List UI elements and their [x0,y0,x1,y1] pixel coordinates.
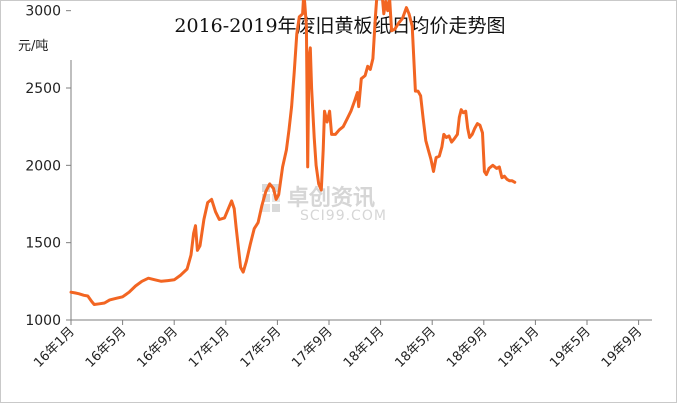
y-tick-label: 2500 [25,81,61,97]
x-tick-label: 16年9月 [134,324,181,371]
x-tick-label: 17年5月 [238,324,285,371]
x-tick-label: 18年5月 [392,324,439,371]
x-tick-label: 18年9月 [444,324,491,371]
y-axis-ticks: 1000 1500 2000 2500 3000 [25,4,71,329]
x-tick-label: 19年1月 [496,324,543,371]
x-tick-label: 16年5月 [83,324,130,371]
x-tick-label: 17年1月 [186,324,233,371]
x-tick-label: 19年9月 [599,324,646,371]
chart-title: 2016-2019年废旧黄板纸日均价走势图 [174,15,505,37]
series-line [69,0,517,306]
x-tick-label: 18年1月 [341,324,388,371]
y-axis-unit: 元/吨 [18,39,48,54]
x-tick-label: 16年1月 [31,324,78,371]
watermark-sub-text: SCI99.COM [300,208,387,224]
y-tick-label: 1000 [25,313,61,329]
x-tick-label: 17年9月 [289,324,336,371]
y-tick-label: 2000 [25,158,61,174]
x-tick-label: 19年5月 [547,324,594,371]
x-axis-ticks: 16年1月 16年5月 16年9月 17年1月 17年5月 17年9月 18年1月 18年5月… [31,320,645,371]
y-tick-label: 1500 [25,236,61,252]
y-tick-label: 3000 [25,4,61,20]
watermark-main-text: 卓创资讯 [287,186,375,211]
